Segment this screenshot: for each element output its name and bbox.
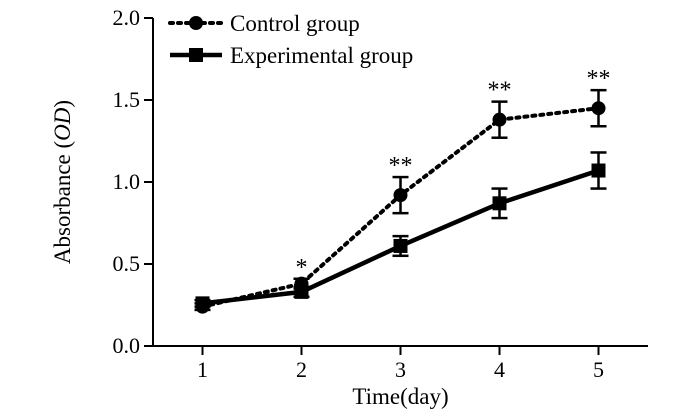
- x-tick-label: 2: [296, 357, 307, 382]
- series-layer: [194, 88, 607, 314]
- data-point-square: [393, 238, 408, 253]
- data-point-square: [492, 196, 507, 211]
- data-point-circle: [591, 101, 606, 116]
- y-axis-title: Absorbance (OD): [50, 100, 75, 264]
- x-tick-label: 3: [395, 357, 406, 382]
- y-axis-title-close: ): [50, 100, 75, 108]
- series-control: [194, 88, 607, 314]
- x-tick-label: 4: [494, 357, 505, 382]
- y-tick-label: 0.0: [113, 333, 141, 358]
- significance-marker: *: [296, 255, 308, 281]
- legend-entry: Experimental group: [170, 43, 413, 68]
- data-point-square: [294, 284, 309, 299]
- significance-marker: **: [488, 78, 512, 104]
- x-axis-title: Time(day): [352, 384, 448, 409]
- data-point-square: [195, 296, 210, 311]
- legend: Control group Experimental group: [168, 11, 413, 68]
- series-experimental: [194, 151, 607, 311]
- data-point-circle: [492, 112, 507, 127]
- legend-entry: Control group: [168, 11, 360, 36]
- y-tick-label: 1.5: [113, 87, 141, 112]
- data-point-square: [591, 163, 606, 178]
- significance-marker: **: [587, 66, 611, 92]
- x-tick-label: 5: [593, 357, 604, 382]
- y-tick-label: 1.0: [113, 169, 141, 194]
- y-tick-label: 0.5: [113, 251, 141, 276]
- legend-label: Experimental group: [230, 43, 413, 68]
- legend-label: Control group: [230, 11, 360, 36]
- significance-marker: **: [389, 153, 413, 179]
- axes: 0.0 0.5 1.0 1.5 2.0 1 2 3 4 5: [113, 5, 648, 382]
- y-tick-label: 2.0: [113, 5, 141, 30]
- legend-marker-circle: [189, 16, 203, 30]
- legend-marker-square: [189, 48, 203, 62]
- y-axis-title-main: Absorbance (: [50, 141, 75, 264]
- y-axis-title-italic: OD: [50, 107, 75, 141]
- data-point-circle: [393, 188, 408, 203]
- significance-annotations: ***** **: [296, 66, 611, 281]
- x-tick-label: 1: [197, 357, 208, 382]
